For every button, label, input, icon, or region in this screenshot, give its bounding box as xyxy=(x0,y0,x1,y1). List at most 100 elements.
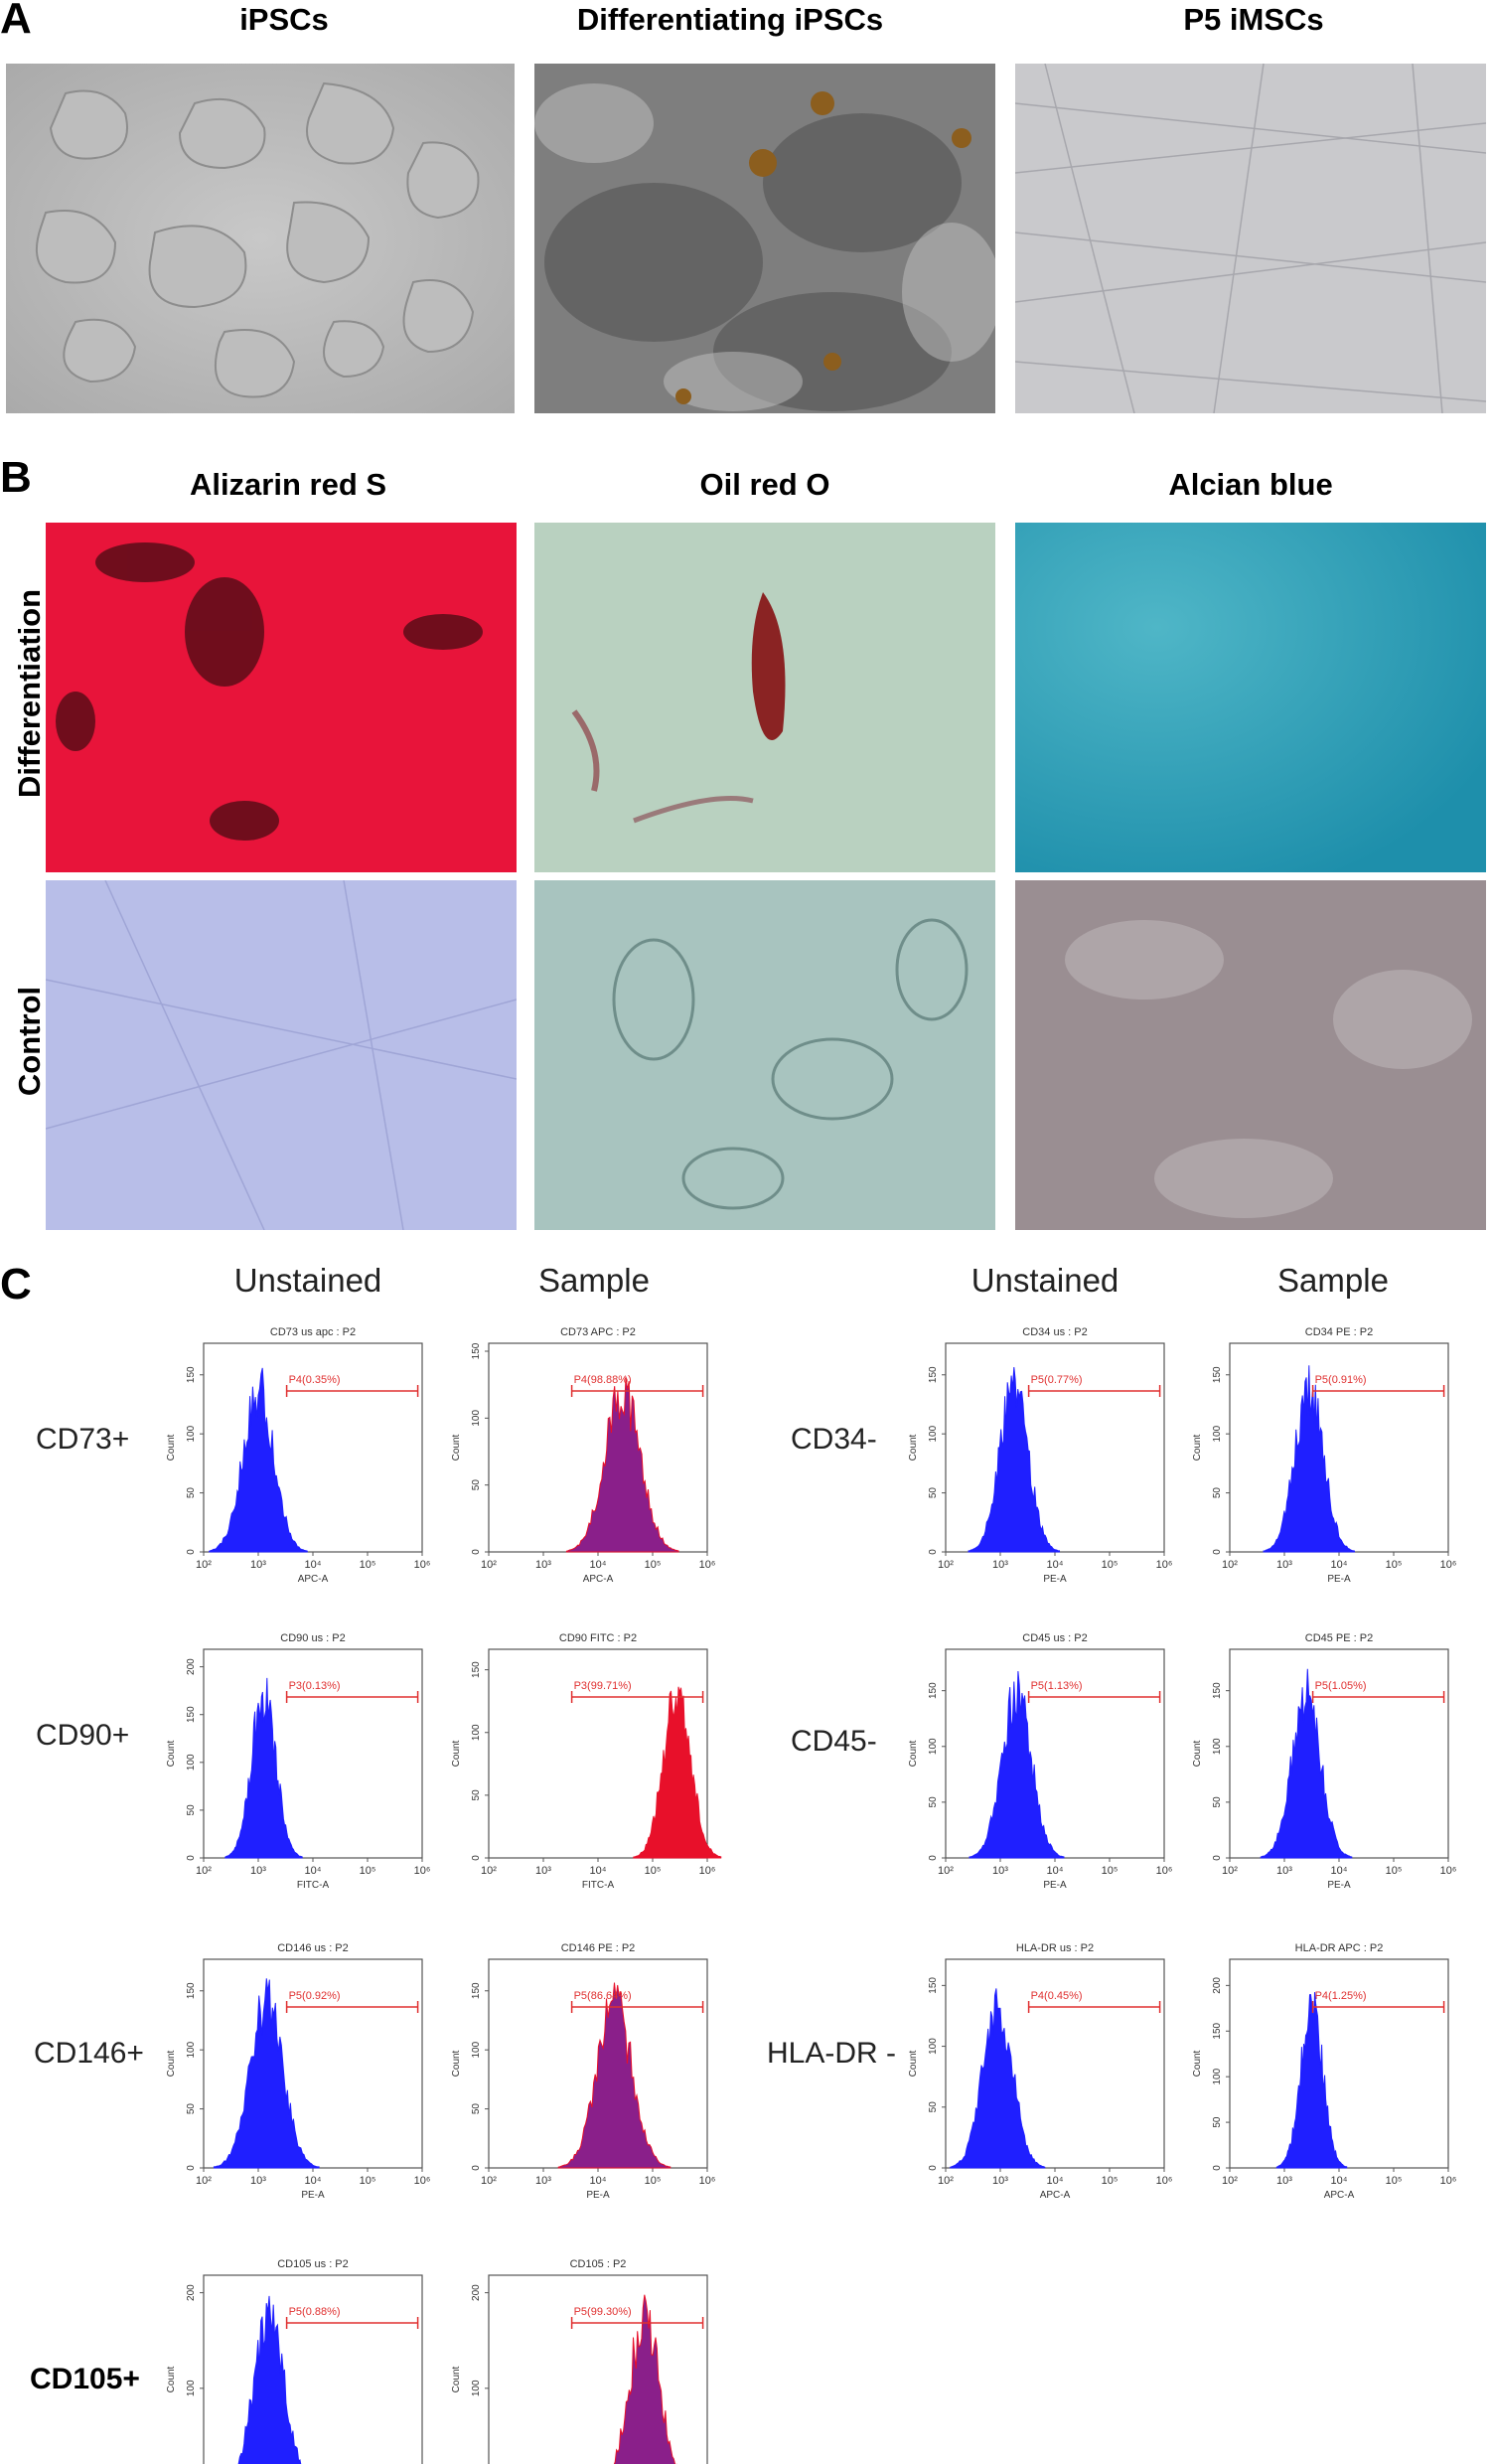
gate-label: P4(1.25%) xyxy=(1315,1990,1367,2002)
x-tick-label: 10⁵ xyxy=(360,1865,376,1877)
x-tick-label: 10⁵ xyxy=(360,2175,376,2187)
panel-letter-a: A xyxy=(0,0,32,43)
histogram-title: CD105 : P2 xyxy=(570,2258,627,2270)
micrograph-differentiating-ipscs xyxy=(534,64,995,413)
x-tick-label: 10⁵ xyxy=(645,2175,662,2187)
histogram-title: CD146 PE : P2 xyxy=(561,1942,636,1954)
histogram-plot: CD34 PE : P2 Count 0 50 100 150 10² 10³ 10⁴ 10⁵ 10… xyxy=(1192,1326,1456,1585)
x-tick-label: 10⁶ xyxy=(414,2175,431,2187)
histogram-distribution xyxy=(1260,1668,1353,1859)
y-axis-label: Count xyxy=(908,1740,919,1767)
y-tick-label: 50 xyxy=(471,1479,482,1491)
y-axis-label: Count xyxy=(1192,2050,1203,2077)
y-tick-label: 100 xyxy=(471,1410,482,1427)
y-tick-label: 0 xyxy=(928,1855,939,1861)
histogram-frame xyxy=(203,2274,423,2464)
x-axis-label: PE-A xyxy=(586,2190,610,2201)
y-tick-label: 50 xyxy=(471,1789,482,1801)
x-tick-label: 10⁴ xyxy=(590,1865,607,1877)
marker-cd34: CD34- xyxy=(791,1423,877,1456)
x-tick-label: 10³ xyxy=(992,1865,1008,1877)
gate-label: P5(0.92%) xyxy=(289,1990,341,2002)
y-tick-label: 100 xyxy=(1212,1738,1223,1755)
micrograph-alizarin-control xyxy=(46,880,517,1230)
x-tick-label: 10² xyxy=(1222,1865,1238,1877)
y-tick-label: 150 xyxy=(186,1706,197,1723)
x-axis-label: FITC-A xyxy=(582,1880,615,1891)
gate-label: P5(0.88%) xyxy=(289,2306,341,2318)
marker-hla-dr: HLA-DR - xyxy=(767,2037,897,2070)
histogram-frame xyxy=(1229,1342,1449,1553)
y-axis-label: Count xyxy=(1192,1740,1203,1767)
y-tick-label: 200 xyxy=(186,2284,197,2301)
x-axis-label: PE-A xyxy=(301,2190,325,2201)
panel-c-header-sample-left: Sample xyxy=(538,1262,650,1299)
marker-cd45: CD45- xyxy=(791,1725,877,1758)
y-tick-label: 0 xyxy=(928,2165,939,2171)
x-tick-label: 10⁴ xyxy=(1331,1865,1348,1877)
y-tick-label: 0 xyxy=(471,1549,482,1555)
y-tick-label: 150 xyxy=(186,1366,197,1383)
x-tick-label: 10³ xyxy=(1276,2175,1292,2187)
y-tick-label: 150 xyxy=(471,1342,482,1359)
y-tick-label: 0 xyxy=(1212,1855,1223,1861)
panel-letter-c: C xyxy=(0,1260,32,1309)
panel-b-title-alcian: Alcian blue xyxy=(1168,467,1333,502)
gate-label: P4(0.45%) xyxy=(1031,1990,1083,2002)
x-axis-label: APC-A xyxy=(1324,2190,1355,2201)
histogram-frame xyxy=(1229,1648,1449,1859)
x-tick-label: 10⁶ xyxy=(1156,2175,1173,2187)
x-tick-label: 10⁵ xyxy=(1386,1865,1403,1877)
histogram-distribution xyxy=(613,2294,677,2464)
y-tick-label: 100 xyxy=(471,2380,482,2396)
gate-label: P5(0.77%) xyxy=(1031,1374,1083,1386)
x-tick-label: 10⁵ xyxy=(645,1559,662,1571)
panel-a-title-ipscs: iPSCs xyxy=(239,2,329,37)
x-tick-label: 10³ xyxy=(250,1559,266,1571)
x-tick-label: 10³ xyxy=(535,1559,551,1571)
histogram-title: HLA-DR APC : P2 xyxy=(1295,1942,1384,1954)
histogram-frame xyxy=(1229,1958,1449,2169)
histogram-distribution xyxy=(213,1978,320,2169)
y-tick-label: 50 xyxy=(186,2103,197,2115)
histogram-plot: CD45 PE : P2 Count 0 50 100 150 10² 10³ 10⁴ 10⁵ 10… xyxy=(1192,1632,1456,1891)
x-tick-label: 10³ xyxy=(535,1865,551,1877)
y-axis-label: Count xyxy=(451,1434,462,1461)
x-tick-label: 10⁴ xyxy=(1047,2175,1064,2187)
panel-b-title-alizarin: Alizarin red S xyxy=(189,467,387,502)
y-axis-label: Count xyxy=(451,2050,462,2077)
histogram-distribution xyxy=(237,2295,302,2464)
y-tick-label: 0 xyxy=(186,1549,197,1555)
x-tick-label: 10² xyxy=(196,1865,212,1877)
y-axis-label: Count xyxy=(451,2366,462,2392)
x-axis-label: FITC-A xyxy=(297,1880,330,1891)
panel-c-header-unstained-left: Unstained xyxy=(233,1262,382,1299)
micrograph-ipscs xyxy=(6,64,515,413)
histogram-plot: CD90 FITC : P2 Count 0 50 100 150 10² 10³ 10⁴ 10⁵… xyxy=(451,1632,722,1891)
y-axis-label: Count xyxy=(166,2366,177,2392)
y-axis-label: Count xyxy=(908,2050,919,2077)
histogram-frame xyxy=(945,1342,1165,1553)
panel-a-title-differentiating: Differentiating iPSCs xyxy=(576,2,884,37)
x-tick-label: 10² xyxy=(196,2175,212,2187)
x-tick-label: 10⁶ xyxy=(699,1865,716,1877)
histogram-plot: HLA-DR APC : P2 Count 0 50 100 150 200 10² 10³ 10… xyxy=(1192,1942,1456,2201)
y-tick-label: 100 xyxy=(1212,2068,1223,2084)
histogram-distribution xyxy=(565,1376,679,1553)
x-tick-label: 10³ xyxy=(992,1559,1008,1571)
histogram-distribution xyxy=(224,1677,303,1859)
y-tick-label: 100 xyxy=(186,2380,197,2396)
y-tick-label: 200 xyxy=(186,1658,197,1675)
micrograph-oilred-control xyxy=(534,880,995,1230)
x-tick-label: 10² xyxy=(481,2175,497,2187)
histogram-distribution xyxy=(950,1988,1046,2169)
panel-a-title-p5: P5 iMSCs xyxy=(1183,2,1324,37)
y-tick-label: 100 xyxy=(471,1724,482,1741)
x-tick-label: 10⁶ xyxy=(1156,1865,1173,1877)
gate-label: P4(98.88%) xyxy=(574,1374,632,1386)
histogram-title: CD73 us apc : P2 xyxy=(270,1326,356,1338)
x-tick-label: 10⁵ xyxy=(1102,1559,1119,1571)
y-axis-label: Count xyxy=(451,1740,462,1767)
y-tick-label: 150 xyxy=(928,1977,939,1994)
histogram-distribution xyxy=(209,1367,308,1553)
